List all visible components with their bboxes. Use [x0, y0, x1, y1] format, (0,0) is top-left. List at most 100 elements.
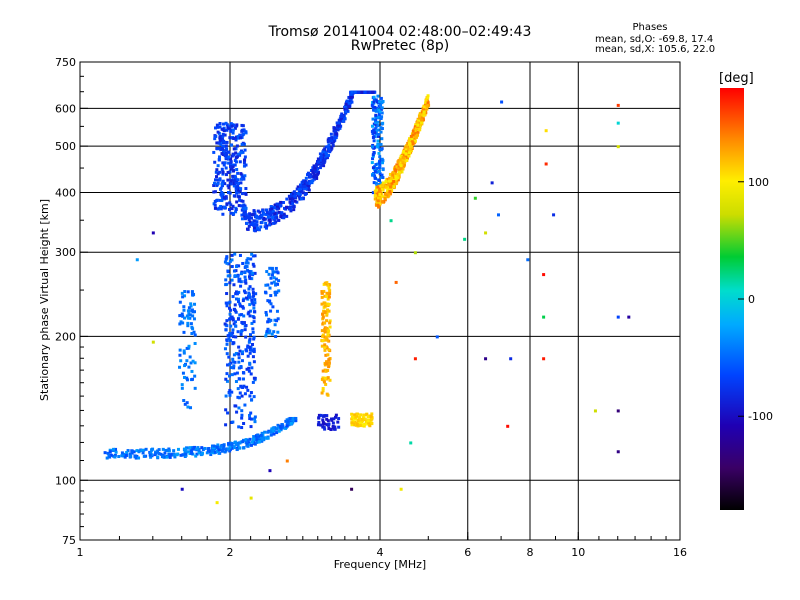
data-point: [379, 103, 383, 107]
data-point: [240, 320, 244, 324]
data-point: [225, 352, 229, 356]
data-point: [216, 178, 220, 182]
data-point: [358, 416, 362, 420]
data-point: [326, 308, 330, 312]
data-point: [241, 150, 245, 154]
data-point: [254, 223, 258, 227]
data-point: [254, 292, 258, 296]
data-point: [234, 177, 238, 181]
data-point: [378, 147, 382, 151]
data-point: [220, 167, 224, 171]
data-point: [253, 417, 257, 421]
data-point: [399, 164, 403, 168]
data-point: [188, 313, 192, 317]
data-point: [336, 128, 340, 132]
data-point: [404, 154, 408, 158]
data-point: [275, 319, 279, 323]
data-point: [183, 450, 187, 454]
data-point: [410, 139, 414, 143]
data-point: [374, 197, 378, 201]
data-point: [184, 447, 188, 451]
data-point: [241, 440, 245, 444]
data-point: [321, 334, 325, 338]
data-point: [350, 421, 354, 425]
data-point: [307, 179, 311, 183]
data-point: [231, 204, 235, 208]
data-point: [293, 192, 297, 196]
data-point: [249, 425, 253, 429]
data-point: [192, 292, 196, 296]
data-point: [248, 276, 252, 280]
data-point: [234, 210, 238, 214]
data-point: [224, 144, 228, 148]
data-point: [228, 201, 232, 205]
data-point: [221, 447, 225, 451]
data-point: [234, 324, 238, 328]
data-point: [188, 451, 192, 455]
data-point: [236, 135, 240, 139]
data-point: [241, 371, 245, 375]
data-point: [394, 280, 398, 284]
data-point: [265, 270, 269, 274]
data-point: [334, 127, 338, 131]
data-point: [417, 114, 421, 118]
data-point: [290, 193, 294, 197]
data-point: [166, 448, 170, 452]
data-point: [330, 138, 334, 142]
data-point: [250, 298, 254, 302]
data-point: [224, 377, 228, 381]
data-point: [274, 293, 278, 297]
data-point: [413, 139, 417, 143]
data-point: [317, 413, 321, 417]
data-point: [218, 198, 222, 202]
data-point: [243, 148, 247, 152]
data-point: [328, 139, 332, 143]
data-point: [395, 163, 399, 167]
data-point: [275, 205, 279, 209]
data-point: [157, 448, 161, 452]
data-point: [374, 118, 378, 122]
data-point: [339, 119, 343, 123]
data-point: [275, 216, 279, 220]
data-point: [324, 382, 328, 386]
data-point: [244, 335, 248, 339]
data-point: [390, 184, 394, 188]
data-point: [378, 202, 382, 206]
data-point: [236, 274, 240, 278]
data-point: [288, 206, 292, 210]
data-point: [178, 300, 182, 304]
phases-stats-x: mean, sd,X: 105.6, 22.0: [595, 44, 716, 55]
data-point: [223, 152, 227, 156]
data-point: [247, 340, 251, 344]
data-point: [379, 96, 383, 100]
data-point: [187, 450, 191, 454]
data-point: [231, 295, 235, 299]
data-point: [275, 431, 279, 435]
data-point: [217, 155, 221, 159]
data-point: [240, 409, 244, 413]
data-point: [380, 137, 384, 141]
data-point: [292, 205, 296, 209]
data-point: [238, 302, 242, 306]
data-point: [344, 110, 348, 114]
data-point: [380, 111, 384, 115]
data-point: [141, 451, 145, 455]
data-point: [247, 291, 251, 295]
data-point: [227, 155, 231, 159]
data-point: [314, 169, 318, 173]
data-point: [184, 452, 188, 456]
data-point: [363, 90, 367, 94]
data-point: [275, 309, 279, 313]
data-point: [261, 433, 265, 437]
data-point: [271, 426, 275, 430]
data-point: [242, 129, 246, 133]
data-point: [265, 208, 269, 212]
data-point: [269, 294, 273, 298]
data-point: [422, 105, 426, 109]
y-tick-label: 300: [55, 246, 76, 259]
data-point: [268, 286, 272, 290]
data-point: [371, 191, 375, 195]
data-point: [237, 425, 241, 429]
data-point: [379, 181, 383, 185]
data-point: [383, 196, 387, 200]
